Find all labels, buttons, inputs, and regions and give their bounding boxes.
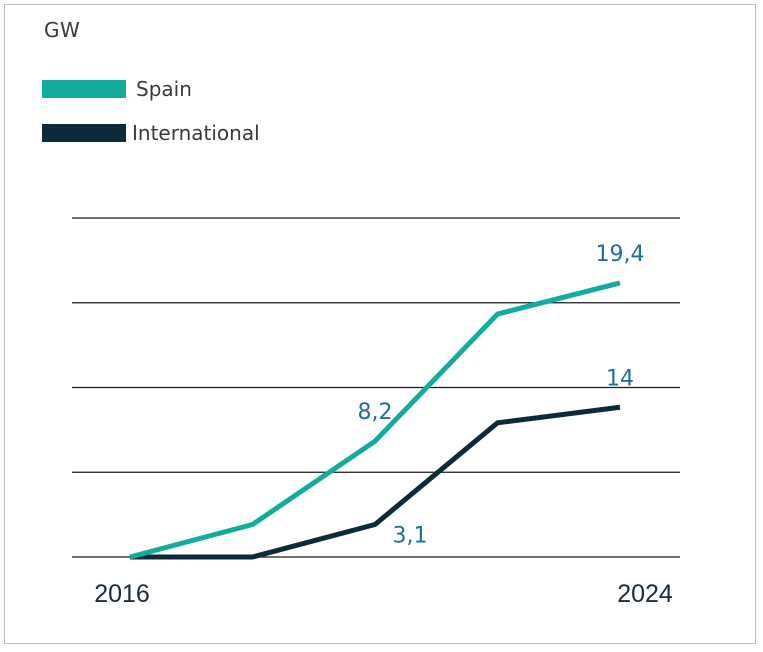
series-lines xyxy=(129,280,621,560)
data-label: 8,2 xyxy=(358,400,393,425)
x-tick-label: 2016 xyxy=(94,580,150,608)
gridlines xyxy=(72,217,680,558)
chart-frame xyxy=(4,4,756,644)
legend-swatch-spain xyxy=(42,80,126,98)
series-line-international xyxy=(130,404,621,560)
legend-item-international: International xyxy=(42,121,260,145)
x-tick-label: 2024 xyxy=(617,580,673,608)
data-label: 14 xyxy=(606,366,634,391)
legend-swatch-international xyxy=(42,124,126,142)
data-label: 3,1 xyxy=(393,524,428,549)
series-line-spain xyxy=(129,280,621,560)
data-label: 19,4 xyxy=(596,242,645,267)
legend-label-spain: Spain xyxy=(136,77,192,101)
unit-label: GW xyxy=(44,18,81,42)
legend-item-spain: Spain xyxy=(42,77,192,101)
legend-label-international: International xyxy=(132,121,260,145)
x-axis-ticks: 2016 2024 xyxy=(94,580,673,608)
data-labels: 8,2 19,4 3,1 14 xyxy=(358,242,645,549)
